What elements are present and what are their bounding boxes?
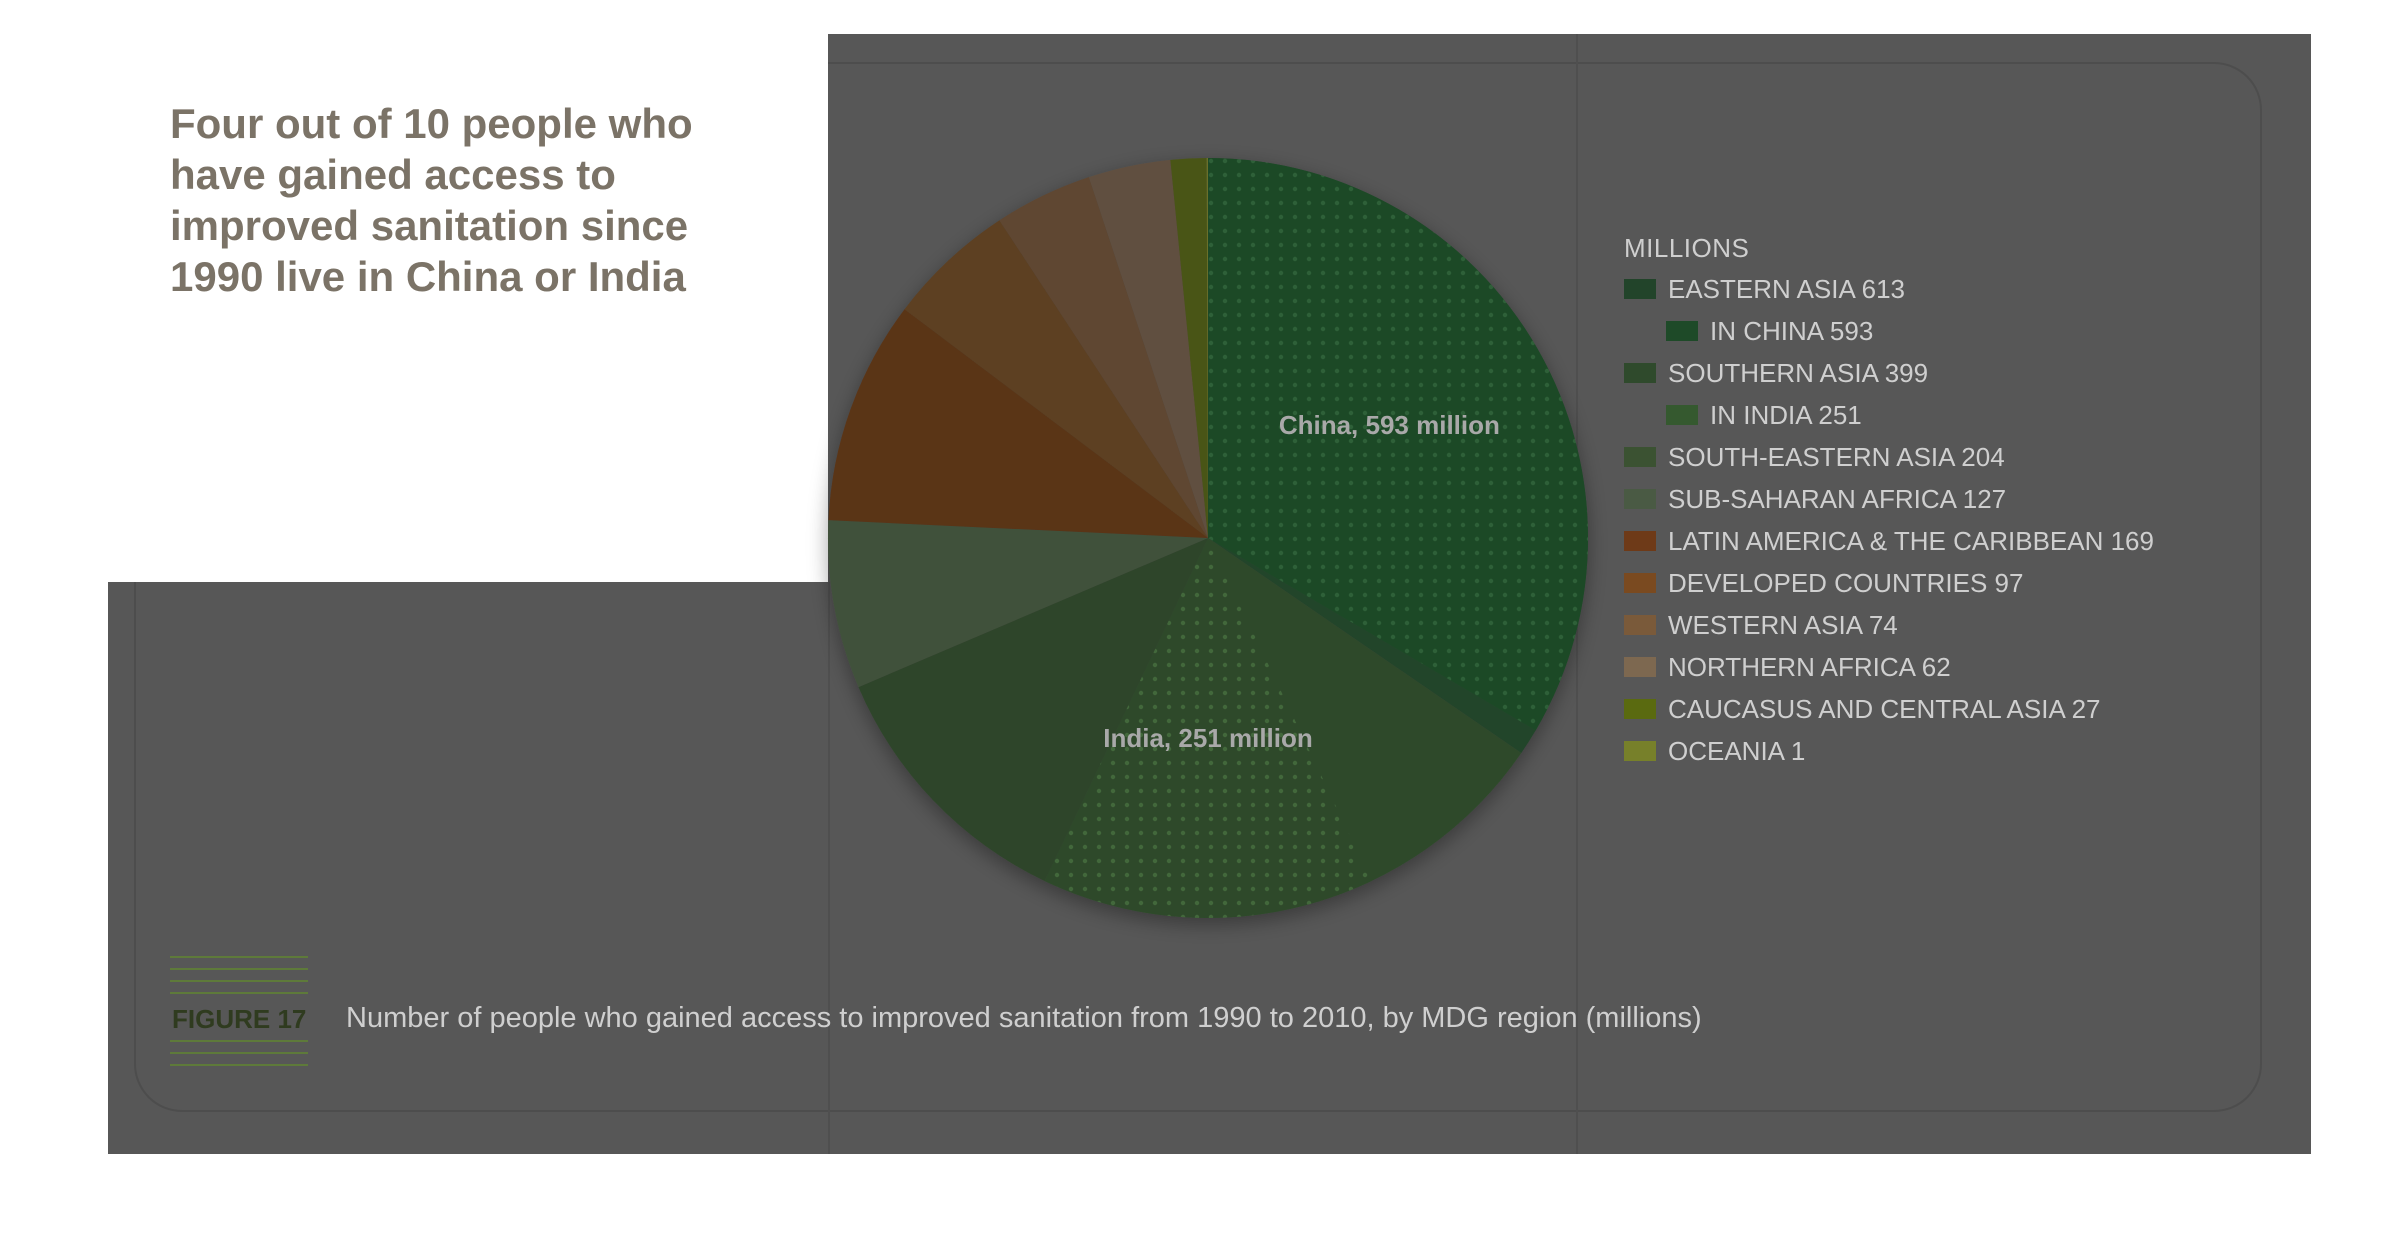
pie-label-in-india: India, 251 million xyxy=(1103,723,1313,753)
legend-item: SOUTHERN ASIA 399 xyxy=(1624,352,2154,394)
legend-item: SUB-SAHARAN AFRICA 127 xyxy=(1624,478,2154,520)
legend-item: NORTHERN AFRICA 62 xyxy=(1624,646,2154,688)
legend-swatch xyxy=(1624,699,1656,719)
figure-label: FIGURE 17 xyxy=(170,1004,309,1035)
pie-label-in-china: China, 593 million xyxy=(1279,410,1500,440)
pie-slice-western-asia xyxy=(999,177,1208,539)
legend-item: CAUCASUS AND CENTRAL ASIA 27 xyxy=(1624,688,2154,730)
legend-label: EASTERN ASIA 613 xyxy=(1668,273,1906,304)
pie-slice-developed-countries xyxy=(904,220,1208,538)
legend-item: IN CHINA 593 xyxy=(1624,310,2154,352)
legend-swatch xyxy=(1666,405,1698,425)
legend-label: SOUTHERN ASIA 399 xyxy=(1668,357,1929,388)
divider-line xyxy=(828,582,830,1154)
legend-label: WESTERN ASIA 74 xyxy=(1668,609,1898,640)
legend-label: LATIN AMERICA & THE CARIBBEAN 169 xyxy=(1668,525,2154,556)
legend-label: DEVELOPED COUNTRIES 97 xyxy=(1668,567,2024,598)
legend-label: IN INDIA 251 xyxy=(1710,399,1862,430)
legend-swatch xyxy=(1624,363,1656,383)
legend-label: IN CHINA 593 xyxy=(1710,315,1874,346)
pie-slice-in-china xyxy=(1208,158,1588,731)
legend-label: SOUTH-EASTERN ASIA 204 xyxy=(1668,441,2005,472)
legend-swatch xyxy=(1624,531,1656,551)
legend-label: NORTHERN AFRICA 62 xyxy=(1668,651,1951,682)
legend-swatch xyxy=(1624,741,1656,761)
legend-item: IN INDIA 251 xyxy=(1624,394,2154,436)
headline: Four out of 10 people who have gained ac… xyxy=(170,100,693,300)
legend-title: MILLIONS xyxy=(1624,233,1750,263)
pie-slice-caucasus-and-central-asia xyxy=(1170,158,1208,538)
legend-label: OCEANIA 1 xyxy=(1668,735,1806,766)
legend-swatch xyxy=(1624,657,1656,677)
pie-slice-south-eastern-asia xyxy=(858,538,1208,882)
pie-slice-latin-america-the-caribbean xyxy=(828,309,1208,538)
pie-slice-sub-saharan-africa xyxy=(828,520,1208,688)
legend-item: OCEANIA 1 xyxy=(1624,730,2154,772)
chart-frame xyxy=(134,62,2262,1112)
pie-slice-oceania xyxy=(1206,158,1208,538)
legend-swatch xyxy=(1624,447,1656,467)
legend-item: LATIN AMERICA & THE CARIBBEAN 169 xyxy=(1624,520,2154,562)
legend-swatch xyxy=(1624,489,1656,509)
figure-caption: Number of people who gained access to im… xyxy=(346,1002,1702,1034)
legend-swatch xyxy=(1624,279,1656,299)
legend-item: SOUTH-EASTERN ASIA 204 xyxy=(1624,436,2154,478)
legend-item: EASTERN ASIA 613 xyxy=(1624,268,2154,310)
legend-swatch xyxy=(1624,615,1656,635)
legend-item: WESTERN ASIA 74 xyxy=(1624,604,2154,646)
pie-slice-northern-africa xyxy=(1088,159,1208,538)
headline-area xyxy=(108,34,828,582)
pie-slice-in-india xyxy=(1044,538,1372,919)
legend-label: CAUCASUS AND CENTRAL ASIA 27 xyxy=(1668,693,2101,724)
legend-swatch xyxy=(1624,573,1656,593)
legend-label: SUB-SAHARAN AFRICA 127 xyxy=(1668,483,2007,514)
legend-item: DEVELOPED COUNTRIES 97 xyxy=(1624,562,2154,604)
legend: MILLIONS EASTERN ASIA 613 IN CHINA 593 SOU… xyxy=(1624,228,2154,772)
legend-swatch xyxy=(1666,321,1698,341)
